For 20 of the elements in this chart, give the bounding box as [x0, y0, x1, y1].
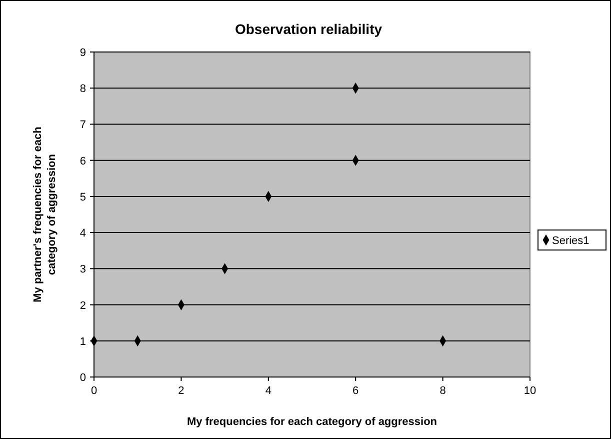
x-tick-label: 2 [178, 385, 184, 397]
y-tick-label: 6 [80, 155, 86, 168]
y-tick-label: 4 [80, 228, 86, 240]
y-axis-title: My partner's frequencies for each category of aggression [31, 126, 59, 304]
x-tick-label: 10 [524, 385, 536, 397]
y-tick-label: 2 [80, 300, 86, 312]
y-tick-label: 1 [80, 336, 86, 348]
legend-label: Series1 [552, 235, 590, 247]
x-tick-label: 0 [90, 385, 98, 397]
chart-title: Observation reliability [234, 21, 382, 37]
y-tick-label: 5 [80, 191, 86, 204]
x-tick-label: 4 [265, 385, 272, 397]
y-tick-label: 0 [80, 372, 86, 384]
x-axis-title: My frequencies for each category of aggression [186, 416, 438, 428]
y-tick-label: 3 [80, 264, 86, 276]
x-tick-label: 6 [352, 385, 359, 397]
x-tick-label: 8 [440, 385, 446, 397]
y-tick-label: 8 [80, 83, 86, 96]
y-tick-label: 9 [80, 47, 86, 59]
y-tick-label: 7 [80, 119, 86, 132]
